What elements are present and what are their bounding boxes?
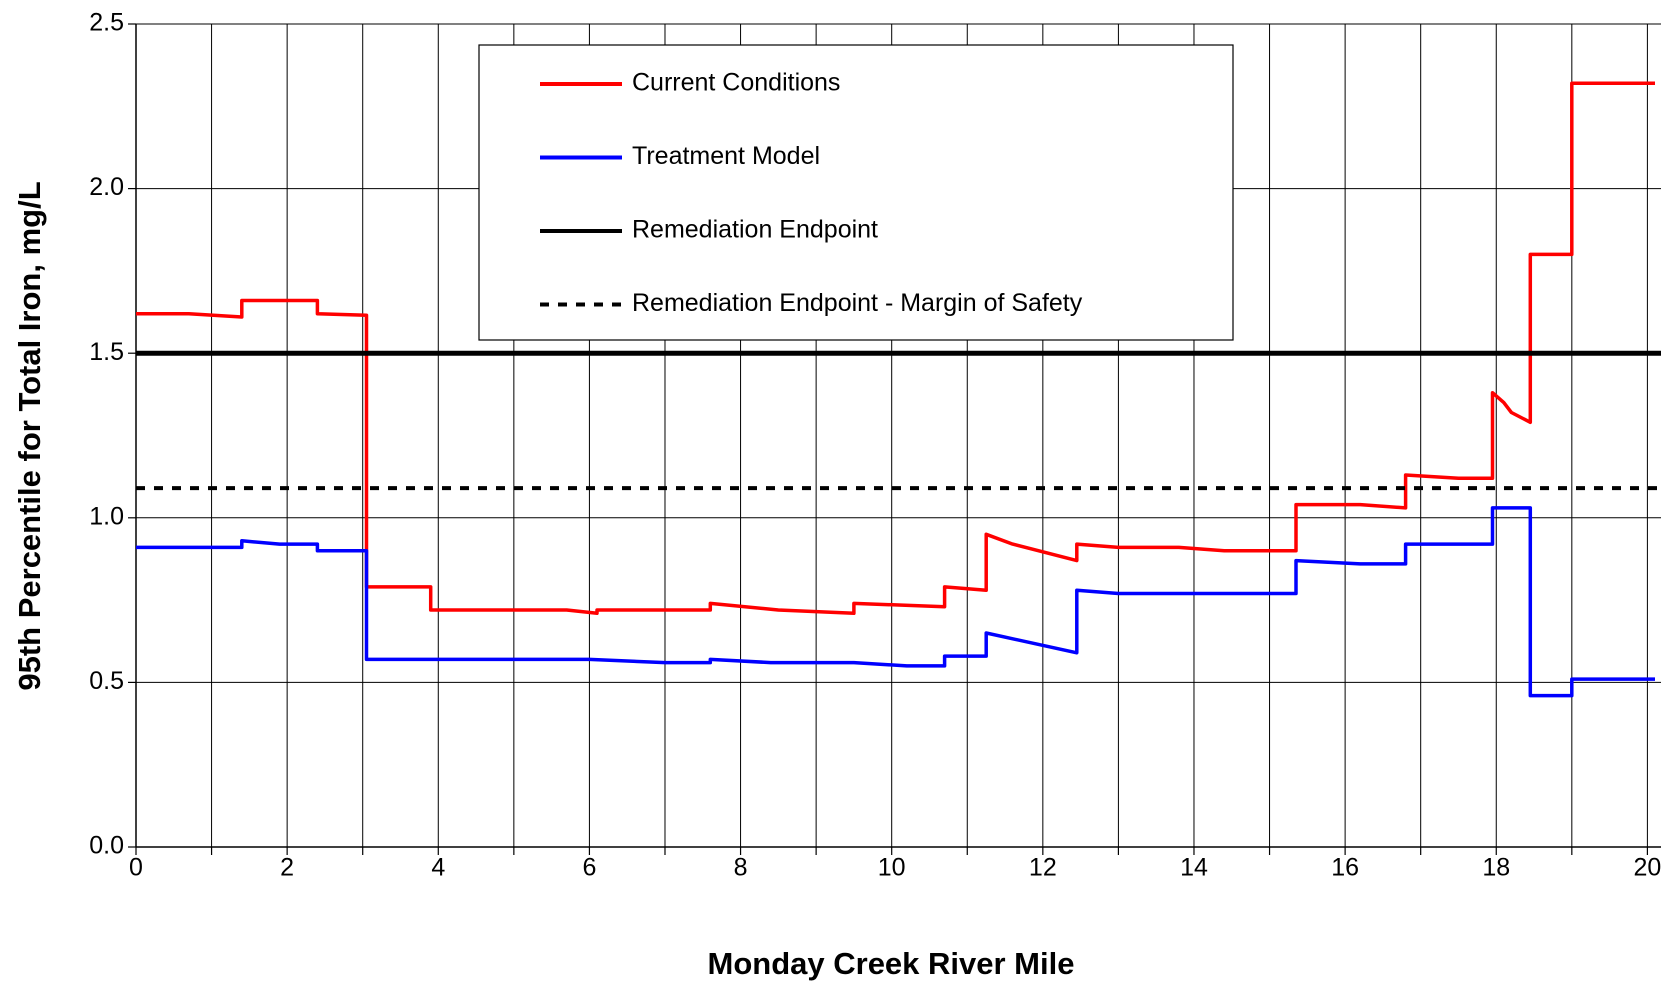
x-tick-label: 18 [1482,854,1510,882]
x-tick-label: 0 [129,854,143,882]
legend-label: Remediation Endpoint - Margin of Safety [632,289,1083,317]
x-tick-label: 12 [1029,854,1057,882]
data-line [136,81,1655,616]
y-tick-label: 0.0 [89,832,124,860]
x-tick-label: 2 [280,854,294,882]
x-tick-label: 10 [878,854,906,882]
legend-label: Treatment Model [632,142,820,170]
legend-label: Remediation Endpoint [632,216,878,244]
y-tick-label: 2.5 [89,9,124,37]
x-tick-label: 14 [1180,854,1208,882]
legend-box [478,44,1234,341]
y-tick-label: 1.0 [89,502,124,530]
y-tick-label: 1.5 [89,338,124,366]
y-tick-label: 2.0 [89,173,124,201]
x-tick-label: 4 [431,854,445,882]
x-tick-label: 8 [734,854,748,882]
x-tick-label: 16 [1331,854,1359,882]
x-axis-title: Monday Creek River Mile [708,946,1075,981]
x-tick-label: 20 [1633,854,1661,882]
data-line [136,506,1655,698]
y-tick-label: 0.5 [89,667,124,695]
lines [136,81,1661,698]
legend-label: Current Conditions [632,69,840,97]
y-axis-title: 95th Percentile for Total Iron, mg/L [12,181,47,690]
legend: Current Conditions Treatment Model Remedia… [478,44,1234,341]
x-tick-label: 6 [582,854,596,882]
